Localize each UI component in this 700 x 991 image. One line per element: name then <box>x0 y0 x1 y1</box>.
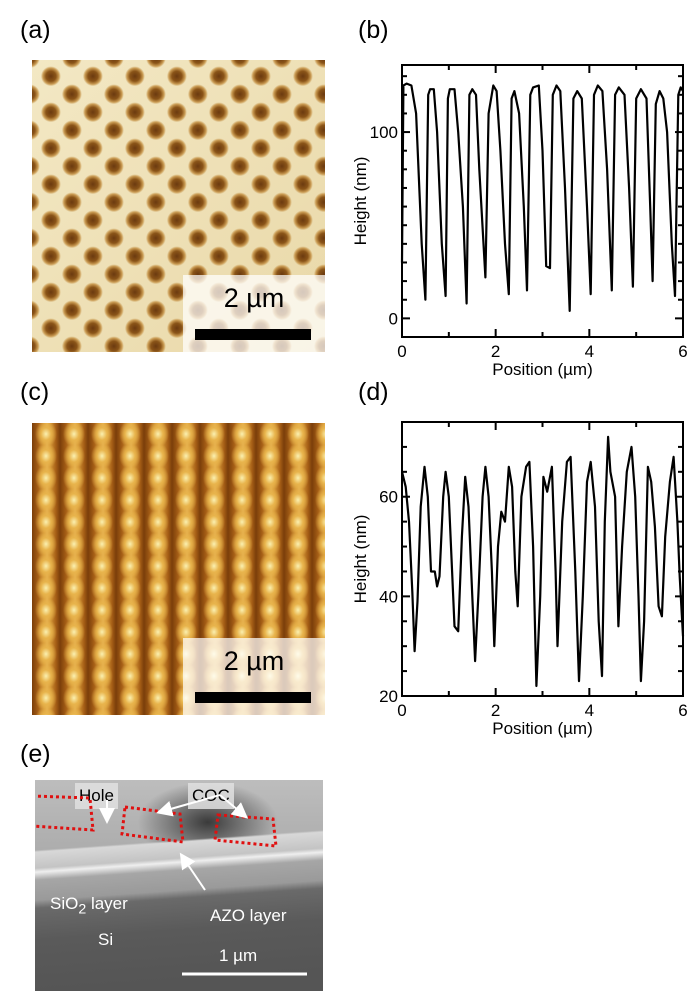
azo-arrow <box>179 852 206 891</box>
coc-region-outline <box>213 813 278 848</box>
panel-label-c: (c) <box>20 378 50 406</box>
annotation-overlay <box>35 794 307 976</box>
sio2-text-rest: layer <box>86 894 128 913</box>
coc-region-outline <box>35 794 95 832</box>
x-tick-label: 4 <box>585 342 594 361</box>
y-axis-label: Height (nm) <box>351 157 370 246</box>
afm-image-azo-surface: 2 µm <box>32 423 325 715</box>
hole-label: Hole <box>75 783 118 809</box>
y-tick-label: 100 <box>370 123 398 142</box>
panel-label-e: (e) <box>20 740 51 768</box>
coc-arrow <box>219 794 249 819</box>
scale-bar-label: 1 µm <box>219 946 258 965</box>
x-tick-label: 6 <box>678 701 687 720</box>
chart-d: 0 2 4 6 20 40 60 Position (µm) Height (nm) <box>351 421 688 738</box>
x-axis-label: Position (µm) <box>492 360 592 379</box>
afm-image-hole-array: 2 µm <box>32 60 325 352</box>
scale-bar <box>195 329 311 340</box>
x-tick-label: 0 <box>397 342 406 361</box>
scale-bar <box>195 692 311 703</box>
scale-bar-box: 2 µm <box>183 638 325 715</box>
scale-bar-label: 2 µm <box>223 283 285 313</box>
x-tick-label: 2 <box>491 342 500 361</box>
si-label: Si <box>98 930 114 949</box>
x-axis-label: Position (µm) <box>492 719 592 738</box>
sem-cross-section-image: Hole COC SiO2 layer AZO layer Si 1 µm <box>35 780 323 991</box>
sio2-layer-label: SiO2 layer <box>50 894 128 917</box>
azo-layer-label: AZO layer <box>210 906 287 925</box>
panel-label-a: (a) <box>20 16 51 44</box>
x-tick-label: 0 <box>397 701 406 720</box>
y-tick-label: 0 <box>389 309 398 328</box>
series-line-profile <box>400 82 684 312</box>
y-tick-label: 40 <box>379 587 398 606</box>
sio2-text: SiO <box>50 894 79 913</box>
scale-bar-label: 2 µm <box>223 646 285 676</box>
x-tick-label: 4 <box>585 701 594 720</box>
panel-label-d: (d) <box>358 378 389 406</box>
chart-b: 0 2 4 6 0 100 Position (µm) Height (nm) <box>351 64 688 379</box>
plot-frame <box>401 64 684 338</box>
y-tick-label: 60 <box>379 488 398 507</box>
y-axis-label: Height (nm) <box>351 515 370 604</box>
coc-arrow <box>156 794 221 817</box>
x-tick-label: 6 <box>678 342 687 361</box>
x-tick-label: 2 <box>491 701 500 720</box>
panel-label-b: (b) <box>358 16 389 44</box>
series-line-profile <box>400 435 685 688</box>
plot-frame <box>401 421 684 697</box>
sio2-subscript: 2 <box>78 901 87 918</box>
scale-bar-box: 2 µm <box>183 275 325 352</box>
y-tick-label: 20 <box>379 687 398 706</box>
